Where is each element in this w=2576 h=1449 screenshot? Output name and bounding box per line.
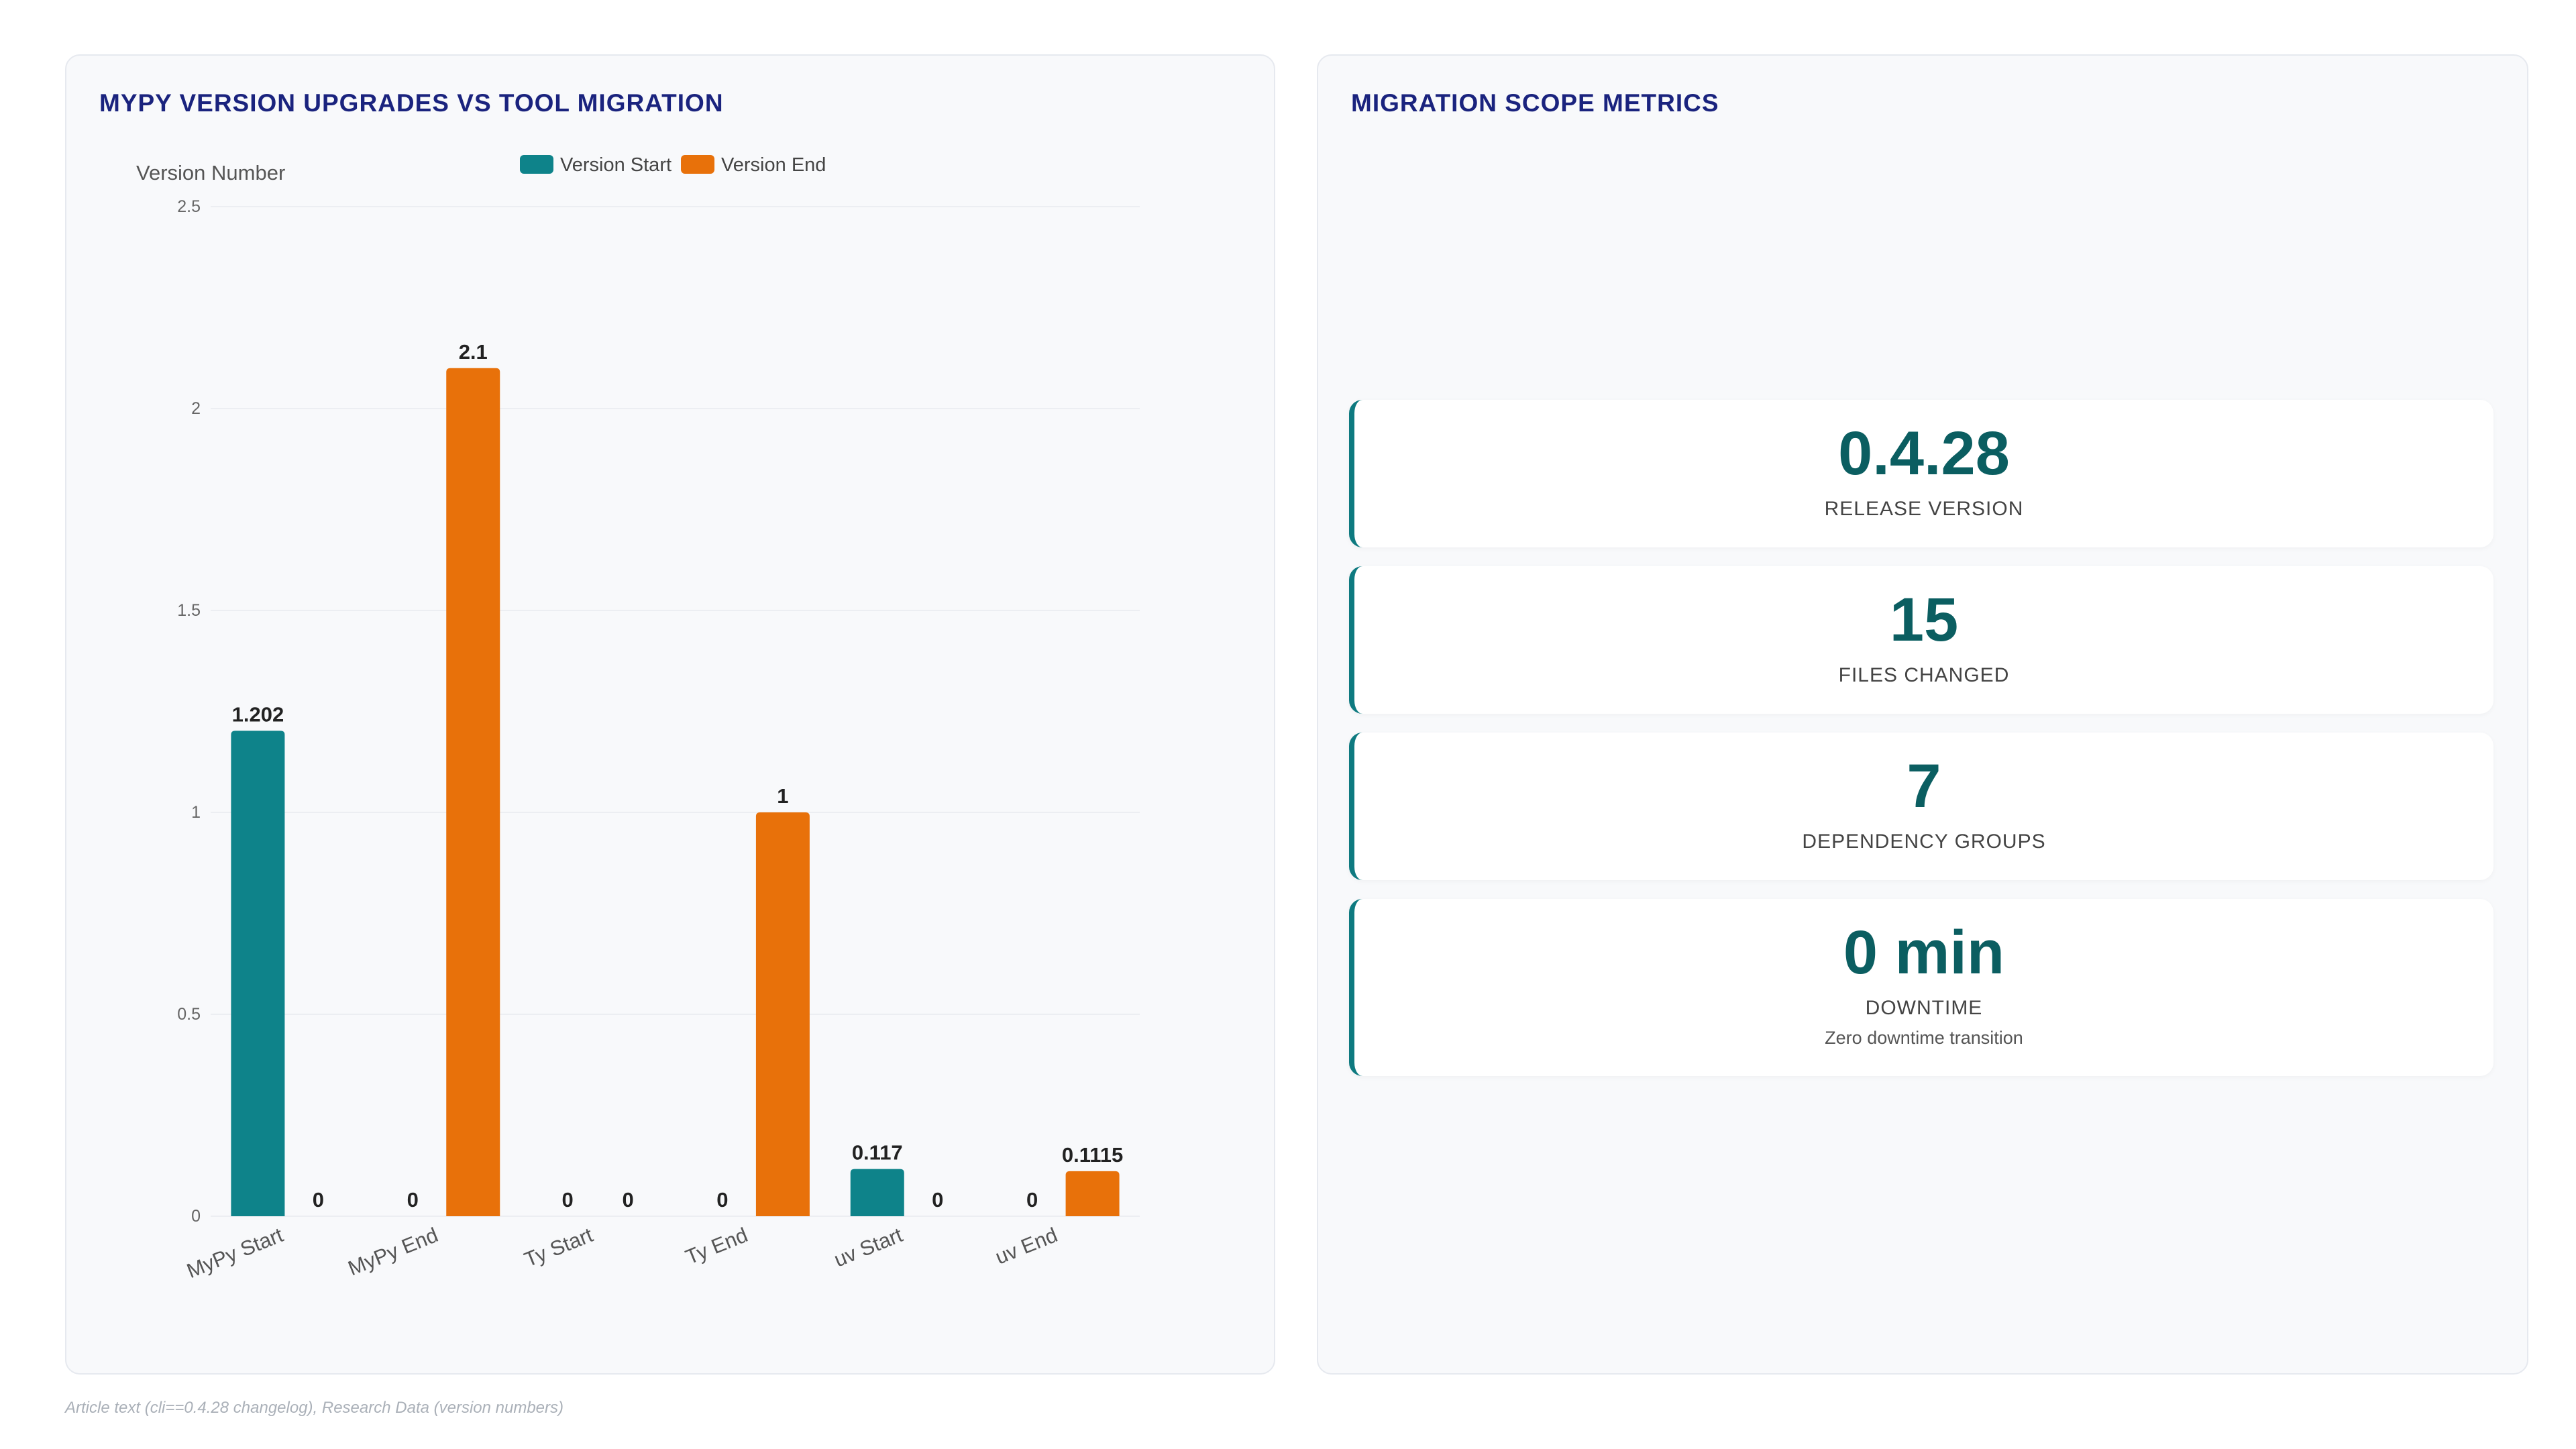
bar-1-3 [755, 812, 810, 1216]
y-tick-label: 0 [191, 1207, 201, 1226]
data-label: 0.1115 [1062, 1143, 1123, 1167]
bar-chart: 0 0.5 1 1.5 2 2.5 Version Number Version Start V… [136, 154, 1140, 1283]
metric-value: 15 [1889, 586, 1959, 654]
data-label: 1.202 [232, 702, 284, 726]
metrics-panel: MIGRATION SCOPE METRICS 0.4.28 RELEASE V… [1317, 54, 2528, 1375]
metric-value: 0.4.28 [1838, 419, 2010, 488]
metric-card-files-changed: 15 FILES CHANGED [1349, 566, 2493, 714]
chart-panel: MYPY VERSION UPGRADES VS TOOL MIGRATION … [65, 54, 1275, 1375]
x-tick-label: Ty End [682, 1223, 751, 1269]
data-label: 1 [777, 784, 788, 808]
y-tick-label: 0.5 [177, 1005, 201, 1024]
metrics-title: MIGRATION SCOPE METRICS [1351, 89, 1719, 117]
y-axis-label: Version Number [136, 161, 285, 184]
metric-label: RELEASE VERSION [1824, 498, 2024, 520]
metric-label: DOWNTIME [1865, 997, 1983, 1019]
x-tick-label: Ty Start [521, 1223, 596, 1272]
chart-title: MYPY VERSION UPGRADES VS TOOL MIGRATION [99, 89, 724, 117]
data-label: 0 [313, 1188, 324, 1212]
y-tick-label: 1 [191, 803, 201, 822]
source-note: Article text (cli==0.4.28 changelog), Re… [65, 1399, 564, 1417]
metric-card-release-version: 0.4.28 RELEASE VERSION [1349, 400, 2493, 547]
data-label: 2.1 [459, 340, 488, 364]
metric-card-dependency-groups: 7 DEPENDENCY GROUPS [1349, 733, 2493, 880]
metric-label: FILES CHANGED [1838, 664, 2010, 686]
data-label: 0 [407, 1188, 419, 1212]
metric-value: 0 min [1843, 918, 2005, 987]
y-tick-label: 1.5 [177, 601, 201, 620]
y-tick-label: 2 [191, 399, 201, 418]
metric-value: 7 [1907, 752, 1941, 820]
data-label: 0.117 [852, 1141, 903, 1165]
legend-swatch-0 [520, 155, 553, 174]
data-label: 0 [1026, 1188, 1038, 1212]
metric-card-downtime: 0 min DOWNTIME Zero downtime transition [1349, 899, 2493, 1076]
x-tick-label: uv Start [830, 1223, 906, 1272]
legend-label-0: Version Start [560, 154, 672, 176]
data-label: 0 [932, 1188, 943, 1212]
bar-0-0 [231, 731, 285, 1216]
bar-0-4 [850, 1169, 904, 1216]
data-label: 0 [561, 1188, 573, 1212]
data-label: 0 [716, 1188, 728, 1212]
data-label: 0 [622, 1188, 633, 1212]
metric-subtext: Zero downtime transition [1825, 1028, 2023, 1048]
metric-label: DEPENDENCY GROUPS [1802, 830, 2046, 853]
legend-label-1: Version End [721, 154, 826, 176]
bar-1-1 [446, 368, 500, 1216]
legend-swatch-1 [681, 155, 715, 174]
y-tick-label: 2.5 [177, 197, 201, 216]
x-tick-label: MyPy Start [183, 1223, 286, 1283]
x-tick-label: uv End [992, 1223, 1061, 1269]
x-tick-label: MyPy End [345, 1223, 441, 1280]
bar-1-5 [1065, 1171, 1120, 1216]
